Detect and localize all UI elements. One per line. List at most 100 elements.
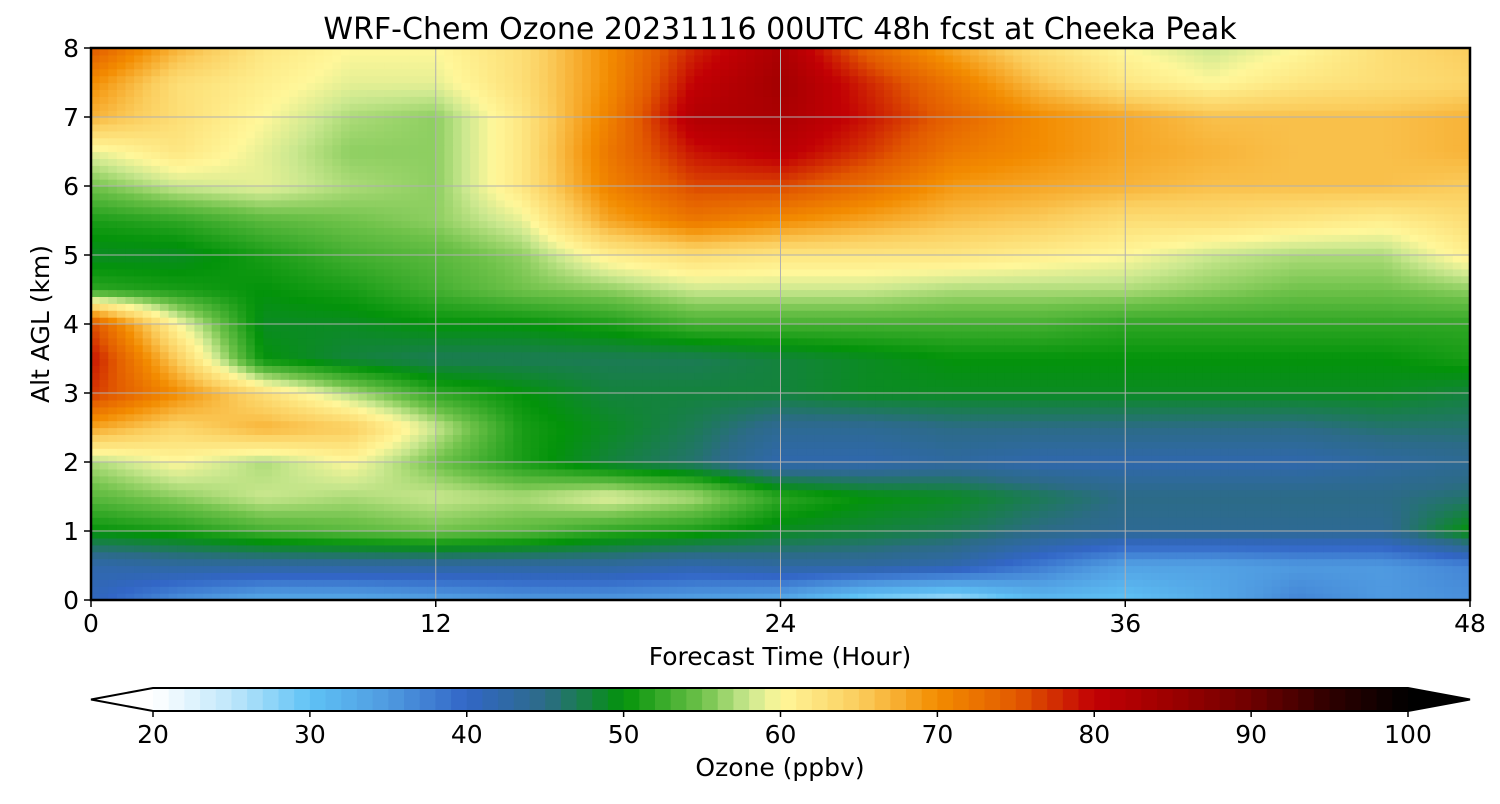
- heatmap-cell: [995, 524, 1006, 532]
- heatmap-cell: [823, 406, 833, 415]
- heatmap-cell: [513, 572, 523, 580]
- heatmap-cell: [1108, 537, 1118, 546]
- heatmap-cell: [582, 510, 592, 518]
- heatmap-cell: [539, 441, 549, 449]
- heatmap-cell: [530, 503, 540, 511]
- heatmap-cell: [944, 544, 954, 553]
- heatmap-cell: [1021, 413, 1032, 422]
- heatmap-cell: [901, 448, 911, 456]
- heatmap-cell: [754, 448, 764, 456]
- heatmap-cell: [539, 406, 549, 415]
- heatmap-cell: [116, 406, 127, 415]
- heatmap-cell: [642, 399, 652, 408]
- heatmap-cell: [1030, 413, 1040, 422]
- heatmap-cell: [297, 593, 308, 601]
- heatmap-cell: [1125, 420, 1135, 429]
- heatmap-cell: [116, 386, 127, 394]
- heatmap-cell: [927, 399, 937, 408]
- heatmap-cell: [1263, 489, 1273, 498]
- heatmap-cell: [1004, 475, 1014, 484]
- heatmap-cell: [1383, 551, 1394, 560]
- heatmap-cell: [1082, 406, 1092, 415]
- heatmap-cell: [763, 544, 773, 553]
- heatmap-cell: [280, 593, 290, 601]
- heatmap-cell: [978, 558, 988, 567]
- heatmap-cell: [970, 455, 980, 463]
- heatmap-cell: [1409, 489, 1419, 498]
- heatmap-cell: [1099, 558, 1109, 567]
- heatmap-cell: [840, 593, 851, 601]
- heatmap-cell: [1039, 386, 1049, 394]
- heatmap-cell: [332, 399, 342, 408]
- heatmap-cell: [832, 420, 842, 429]
- heatmap-cell: [358, 489, 368, 498]
- heatmap-cell: [1176, 434, 1187, 442]
- heatmap-cell: [1392, 406, 1402, 415]
- heatmap-cell: [892, 406, 902, 415]
- heatmap-cell: [995, 399, 1006, 408]
- heatmap-cell: [461, 427, 471, 435]
- heatmap-cell: [711, 420, 721, 429]
- heatmap-cell: [840, 468, 851, 477]
- heatmap-cell: [418, 531, 428, 539]
- heatmap-cell: [1125, 524, 1135, 532]
- heatmap-cell: [1306, 475, 1316, 484]
- heatmap-cell: [1297, 427, 1307, 435]
- heatmap-cell: [901, 482, 911, 491]
- heatmap-cell: [642, 482, 652, 491]
- heatmap-cell: [806, 455, 816, 463]
- heatmap-cell: [961, 551, 971, 560]
- heatmap-cell: [1263, 413, 1273, 422]
- heatmap-cell: [1090, 503, 1100, 511]
- heatmap-cell: [1056, 441, 1066, 449]
- heatmap-cell: [1426, 558, 1437, 567]
- heatmap-cell: [323, 441, 333, 449]
- heatmap-cell: [263, 434, 273, 442]
- heatmap-cell: [625, 427, 635, 435]
- heatmap-cell: [1004, 586, 1014, 594]
- heatmap-cell: [1409, 496, 1419, 504]
- heatmap-cell: [565, 489, 575, 498]
- heatmap-cell: [1383, 413, 1394, 422]
- heatmap-cell: [866, 468, 876, 477]
- heatmap-cell: [901, 503, 911, 511]
- heatmap-cell: [737, 489, 747, 498]
- heatmap-cell: [1452, 558, 1462, 567]
- heatmap-cell: [1289, 489, 1299, 498]
- heatmap-cell: [694, 544, 704, 553]
- heatmap-cell: [91, 496, 101, 504]
- heatmap-cell: [177, 558, 187, 567]
- heatmap-cell: [280, 406, 290, 415]
- heatmap-cell: [99, 531, 109, 539]
- heatmap-cell: [961, 517, 971, 525]
- heatmap-cell: [875, 593, 885, 601]
- heatmap-cell: [1090, 558, 1100, 567]
- heatmap-cell: [677, 531, 687, 539]
- heatmap-cell: [608, 503, 618, 511]
- heatmap-cell: [633, 531, 644, 539]
- heatmap-cell: [237, 517, 247, 525]
- heatmap-cell: [496, 386, 506, 394]
- heatmap-cell: [1306, 593, 1316, 601]
- heatmap-cell: [616, 593, 626, 601]
- heatmap-cell: [289, 379, 299, 387]
- heatmap-cell: [1176, 462, 1187, 470]
- heatmap-cell: [547, 586, 558, 594]
- heatmap-cell: [677, 558, 687, 567]
- heatmap-cell: [1426, 510, 1437, 518]
- heatmap-cell: [1116, 406, 1126, 415]
- heatmap-cell: [1090, 468, 1100, 477]
- heatmap-cell: [832, 427, 842, 435]
- heatmap-cell: [909, 406, 919, 415]
- heatmap-cell: [194, 586, 204, 594]
- heatmap-cell: [478, 420, 489, 429]
- heatmap-cell: [539, 462, 549, 470]
- heatmap-cell: [702, 475, 713, 484]
- heatmap-cell: [478, 572, 489, 580]
- heatmap-cell: [289, 593, 299, 601]
- heatmap-cell: [1332, 448, 1342, 456]
- heatmap-cell: [1426, 551, 1437, 560]
- heatmap-cell: [1176, 427, 1187, 435]
- heatmap-cell: [478, 482, 489, 491]
- heatmap-cell: [987, 399, 997, 408]
